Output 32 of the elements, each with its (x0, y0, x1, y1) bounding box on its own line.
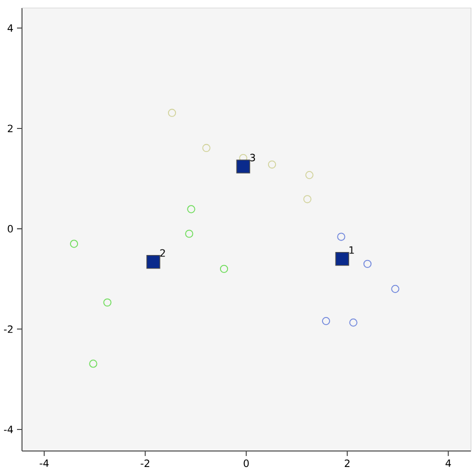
point (220, 264, 228, 273)
point (70, 240, 78, 248)
point (303, 195, 312, 204)
y-tick-label: -2 (4, 325, 12, 333)
x-tick-label: 0 (244, 460, 249, 468)
point (322, 317, 330, 326)
y-tick-label: -4 (4, 426, 13, 434)
x-tick-label: -2 (140, 460, 150, 467)
point (89, 360, 98, 368)
point (335, 252, 350, 266)
point (363, 260, 372, 268)
x-tick-label: 4 (446, 460, 451, 467)
point (268, 160, 276, 169)
annotation: 2 (160, 249, 165, 257)
annotation: 1 (350, 246, 354, 254)
point (337, 232, 346, 241)
point (185, 230, 194, 238)
x-tick-label: -4 (40, 460, 49, 467)
point (349, 318, 358, 327)
y-tick-label: 0 (8, 224, 13, 233)
y-tick-label: 4 (8, 24, 13, 32)
point (236, 160, 250, 174)
point (103, 298, 112, 307)
point (202, 144, 210, 152)
point (187, 205, 196, 214)
point (305, 171, 314, 180)
y-tick-label: 2 (8, 124, 12, 132)
annotation: 3 (250, 154, 255, 162)
point (168, 108, 176, 117)
point (391, 284, 400, 293)
point (146, 254, 160, 269)
x-tick-label: 2 (344, 460, 350, 467)
